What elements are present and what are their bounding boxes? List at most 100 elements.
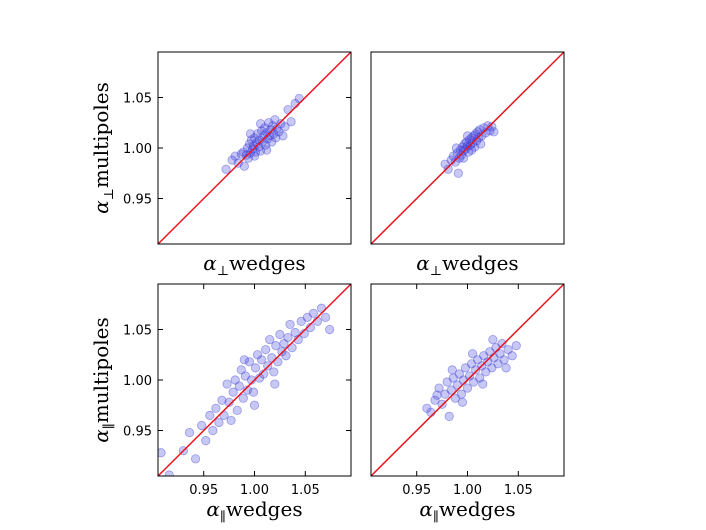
scatter-point — [261, 140, 271, 150]
scatter-point — [475, 125, 485, 135]
scatter-point — [483, 357, 493, 367]
scatter-point — [246, 375, 257, 385]
x-tick-label: 1.00 — [240, 483, 269, 498]
scatter-point — [483, 121, 493, 131]
scatter-point — [443, 164, 453, 174]
panel-top-left: 0.95 1.00 1.05 α⊥wedges α⊥multipoles — [89, 51, 352, 279]
scatter-point — [442, 377, 452, 387]
scatter-point — [434, 383, 444, 393]
scatter-point — [471, 365, 481, 375]
scatter-point — [227, 155, 237, 165]
scatter-point — [312, 316, 323, 326]
scatter-point — [238, 393, 248, 403]
y-tick-label: 1.00 — [123, 142, 152, 157]
scatter-point — [462, 383, 473, 393]
scatter-point — [448, 373, 458, 383]
scatter-point — [503, 345, 513, 355]
scatter-point — [278, 131, 288, 141]
scatter-point — [305, 322, 315, 333]
scatter-point — [190, 454, 201, 464]
scatter-point — [290, 327, 300, 338]
scatter-point — [467, 349, 478, 359]
scatter-point — [260, 123, 270, 133]
scatter-point — [458, 153, 469, 163]
scatter-point — [451, 143, 461, 153]
identity-line — [371, 52, 564, 244]
scatter-point — [262, 145, 272, 155]
x-axis-label: α⊥wedges — [416, 251, 518, 279]
scatter-point — [275, 329, 285, 340]
y-tick-label: 1.05 — [123, 91, 152, 106]
scatter-point — [308, 308, 319, 318]
scatter-point — [470, 142, 480, 152]
scatter-point — [271, 341, 281, 351]
scatter-point — [255, 119, 266, 129]
scatter-point — [245, 129, 256, 139]
scatter-point — [485, 347, 495, 357]
scatter-point — [446, 385, 456, 395]
scatter-point — [265, 334, 275, 345]
scatter-point — [249, 400, 260, 410]
x-tick-label: 0.95 — [189, 483, 218, 498]
scatter-point — [447, 365, 457, 375]
scatter-point — [440, 159, 450, 169]
scatter-point — [462, 131, 473, 141]
scatter-point — [258, 137, 268, 147]
scatter-point — [283, 332, 293, 343]
scatter-point — [321, 312, 331, 322]
scatter-point — [493, 359, 503, 369]
scatter-point — [254, 373, 265, 383]
scatter-point — [270, 379, 280, 389]
scatter-point — [211, 403, 221, 413]
scatter-point — [261, 345, 271, 355]
scatter-point — [236, 365, 246, 375]
scatter-point — [238, 147, 248, 157]
scatter-point — [259, 369, 269, 379]
scatter-point — [271, 133, 281, 143]
scatter-point — [232, 405, 242, 415]
scatter-point — [457, 397, 468, 407]
scatter-point — [246, 135, 257, 145]
scatter-point — [239, 355, 249, 365]
scatter-point — [276, 119, 286, 129]
y-axis-label: α⊥multipoles — [89, 82, 117, 214]
panel-bottom-right: 0.95 1.00 1.05α∥wedges — [370, 283, 565, 525]
scatter-point — [476, 139, 486, 149]
scatter-point — [254, 135, 265, 145]
scatter-point — [487, 363, 497, 373]
y-tick-label: 1.00 — [123, 374, 152, 389]
scatter-point — [249, 151, 260, 161]
scatter-point — [481, 128, 491, 138]
scatter-point — [259, 131, 269, 141]
y-tick-label: 0.95 — [123, 193, 152, 208]
scatter-point — [252, 350, 263, 360]
scatter-point — [468, 131, 479, 141]
scatter-point — [479, 351, 489, 361]
scatter-point — [281, 351, 291, 361]
scatter-point — [472, 136, 482, 146]
scatter-point — [488, 334, 498, 345]
identity-line — [158, 284, 351, 476]
scatter-point — [230, 151, 240, 161]
scatter-point — [501, 363, 511, 373]
scatter-point — [426, 407, 436, 417]
scatter-point — [464, 135, 475, 145]
scatter-point — [489, 127, 499, 137]
scatter-point — [257, 126, 267, 136]
identity-line — [371, 284, 564, 476]
scatter-point — [214, 417, 224, 428]
scatter-point — [460, 363, 471, 373]
scatter-point — [201, 436, 211, 446]
panel-top-right: α⊥wedges — [370, 51, 565, 279]
scatter-point — [226, 415, 236, 426]
scatter-point — [495, 349, 505, 359]
scatter-point — [481, 367, 491, 377]
scatter-point — [205, 410, 215, 420]
scatter-point — [248, 387, 259, 397]
scatter-point — [280, 122, 290, 132]
scatter-point — [252, 129, 263, 139]
scatter-point — [272, 124, 282, 134]
scatter-point — [477, 131, 487, 141]
scatter-point — [262, 128, 272, 138]
scatter-point — [440, 389, 450, 399]
